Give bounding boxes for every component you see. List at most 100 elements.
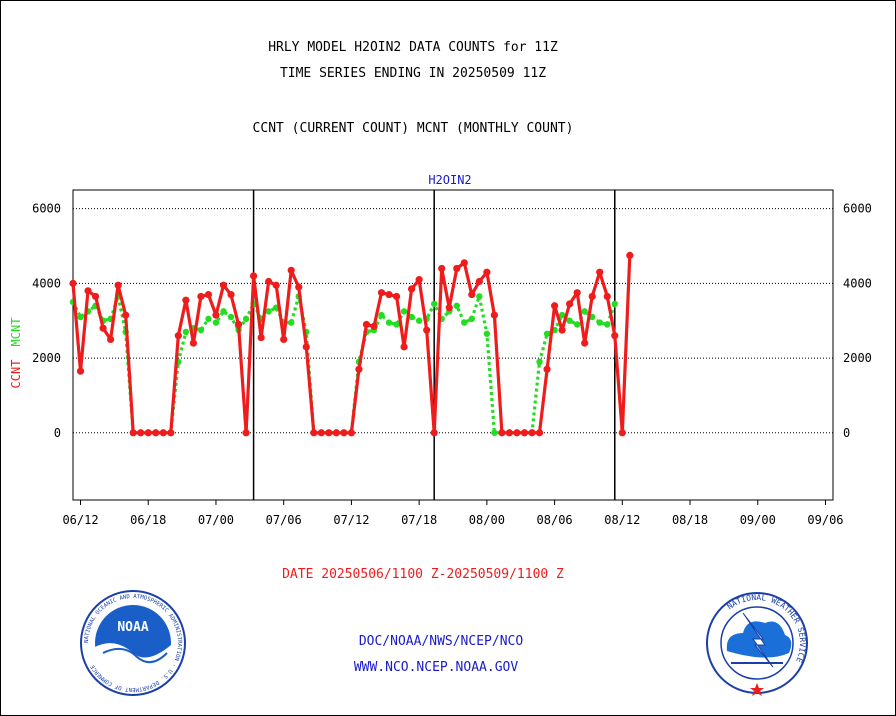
point-mcnt bbox=[483, 330, 491, 337]
point-mcnt bbox=[182, 328, 190, 336]
y-tick-label-right: 2000 bbox=[843, 351, 872, 365]
point-ccnt bbox=[558, 326, 566, 334]
point-ccnt bbox=[520, 429, 529, 437]
point-ccnt bbox=[197, 292, 205, 301]
point-ccnt bbox=[137, 429, 145, 437]
point-ccnt bbox=[626, 251, 634, 259]
point-ccnt bbox=[91, 292, 100, 301]
point-ccnt bbox=[265, 277, 273, 286]
y-axis-label-mcnt: MCNT bbox=[9, 318, 23, 347]
point-ccnt bbox=[505, 429, 514, 437]
x-tick-label: 06/18 bbox=[130, 513, 166, 527]
point-ccnt bbox=[415, 276, 423, 284]
y-tick-label-right: 6000 bbox=[843, 202, 872, 216]
point-ccnt bbox=[543, 365, 551, 373]
point-mcnt bbox=[415, 317, 423, 324]
header-title: HRLY MODEL H2OIN2 DATA COUNTS for 11Z bbox=[268, 40, 558, 55]
point-ccnt bbox=[317, 429, 325, 437]
noaa-logo: NOAA NATIONAL OCEANIC AND ATMOSPHERIC AD… bbox=[80, 590, 186, 696]
point-mcnt bbox=[288, 319, 295, 326]
y-tick-label-right: 4000 bbox=[843, 276, 872, 290]
point-ccnt bbox=[423, 326, 431, 334]
point-ccnt bbox=[483, 268, 491, 276]
footer-url: WWW.NCO.NCEP.NOAA.GOV bbox=[354, 660, 519, 675]
point-mcnt bbox=[430, 300, 438, 308]
x-tick-label: 07/06 bbox=[266, 513, 302, 527]
point-ccnt bbox=[550, 302, 559, 310]
y-tick-label-left: 2000 bbox=[32, 351, 61, 365]
point-ccnt bbox=[370, 322, 378, 330]
point-mcnt bbox=[581, 308, 588, 315]
point-ccnt bbox=[408, 285, 416, 293]
point-ccnt bbox=[114, 281, 122, 289]
y-tick-label-left: 6000 bbox=[32, 202, 61, 216]
footer-org: DOC/NOAA/NWS/NCEP/NCO bbox=[359, 634, 524, 649]
point-ccnt bbox=[204, 290, 213, 299]
point-ccnt bbox=[588, 292, 596, 301]
point-ccnt bbox=[167, 429, 175, 437]
point-mcnt bbox=[596, 319, 603, 326]
point-ccnt bbox=[596, 268, 604, 276]
star-icon bbox=[750, 683, 764, 696]
point-ccnt bbox=[212, 311, 220, 319]
point-mcnt bbox=[205, 315, 212, 323]
header-subtitle: TIME SERIES ENDING IN 20250509 11Z bbox=[280, 66, 546, 81]
y-tick-label-right: 0 bbox=[843, 426, 850, 440]
x-tick-labels: 06/12 06/18 07/00 07/06 07/12 07/18 08/00 08/06… bbox=[62, 500, 844, 527]
point-ccnt bbox=[325, 429, 333, 437]
point-mcnt bbox=[558, 311, 566, 319]
point-ccnt bbox=[159, 429, 167, 437]
y-tick-label-left: 4000 bbox=[32, 276, 61, 290]
noaa-logo-text: NOAA bbox=[117, 620, 148, 635]
x-tick-label: 07/18 bbox=[401, 513, 437, 527]
point-mcnt bbox=[604, 321, 611, 328]
point-ccnt bbox=[227, 290, 235, 299]
point-mcnt bbox=[476, 293, 483, 300]
point-ccnt bbox=[122, 311, 130, 319]
point-ccnt bbox=[611, 332, 619, 340]
point-mcnt bbox=[408, 313, 415, 321]
point-ccnt bbox=[385, 290, 393, 299]
point-mcnt bbox=[378, 311, 385, 319]
point-ccnt bbox=[581, 339, 589, 347]
point-ccnt bbox=[249, 272, 258, 280]
point-mcnt bbox=[385, 319, 393, 326]
point-mcnt bbox=[197, 326, 205, 334]
point-ccnt bbox=[475, 277, 483, 286]
point-mcnt bbox=[543, 330, 551, 337]
point-ccnt bbox=[513, 429, 521, 437]
x-tick-label: 08/18 bbox=[672, 513, 708, 527]
point-ccnt bbox=[603, 292, 611, 301]
point-ccnt bbox=[468, 290, 476, 299]
point-mcnt bbox=[461, 319, 468, 326]
point-ccnt bbox=[84, 287, 92, 295]
point-ccnt bbox=[152, 429, 160, 437]
point-ccnt bbox=[257, 333, 265, 342]
point-mcnt bbox=[242, 315, 250, 323]
y-tick-labels: 0 0 2000 2000 4000 4000 6000 6000 bbox=[32, 202, 872, 440]
point-ccnt bbox=[347, 429, 356, 437]
point-mcnt bbox=[227, 313, 235, 321]
x-tick-label: 08/12 bbox=[604, 513, 640, 527]
x-tick-label: 06/12 bbox=[62, 513, 98, 527]
point-ccnt bbox=[234, 320, 243, 329]
point-ccnt bbox=[280, 335, 288, 343]
y-tick-label-left: 0 bbox=[54, 426, 61, 440]
point-ccnt bbox=[107, 335, 115, 343]
point-ccnt bbox=[460, 259, 468, 267]
point-mcnt bbox=[536, 358, 543, 366]
point-ccnt bbox=[392, 292, 401, 301]
date-range: DATE 20250506/1100 Z-20250509/1100 Z bbox=[282, 567, 564, 582]
point-ccnt bbox=[129, 429, 137, 437]
x-tick-label: 08/00 bbox=[469, 513, 505, 527]
point-mcnt bbox=[611, 300, 618, 308]
series-line-ccnt bbox=[71, 255, 632, 435]
plot-title: H2OIN2 bbox=[428, 173, 471, 187]
point-mcnt bbox=[573, 321, 581, 328]
point-mcnt bbox=[77, 313, 84, 321]
point-mcnt bbox=[453, 302, 460, 309]
point-ccnt bbox=[219, 281, 228, 289]
point-ccnt bbox=[174, 332, 182, 340]
point-ccnt bbox=[332, 429, 340, 437]
point-ccnt bbox=[438, 264, 446, 273]
